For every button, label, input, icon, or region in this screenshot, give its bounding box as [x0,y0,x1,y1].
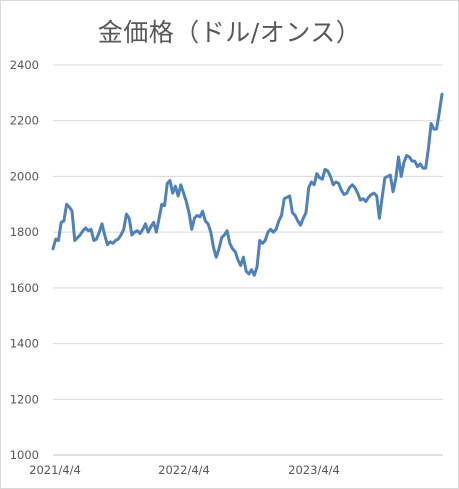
x-tick-label: 2021/4/4 [29,463,81,477]
grid-layer [53,64,443,456]
y-tick-label: 1000 [10,448,39,462]
chart-title: 金価格（ドル/オンス） [97,18,362,47]
y-tick-label: 2200 [10,114,39,128]
gold-price-series-line [51,92,444,277]
x-tick-label: 2023/4/4 [288,463,340,477]
y-tick-label: 2400 [10,58,39,72]
y-axis-labels: 1000 1200 1400 1600 1800 2000 2200 2400 [10,58,39,462]
y-tick-label: 1800 [10,225,39,239]
y-tick-label: 2000 [10,169,39,183]
y-tick-label: 1400 [10,337,39,351]
x-axis-labels: 2021/4/4 2022/4/4 2023/4/4 [29,463,340,477]
y-tick-label: 1200 [10,392,39,406]
y-tick-label: 1600 [10,281,39,295]
series-layer [51,92,444,277]
x-tick-label: 2022/4/4 [158,463,210,477]
